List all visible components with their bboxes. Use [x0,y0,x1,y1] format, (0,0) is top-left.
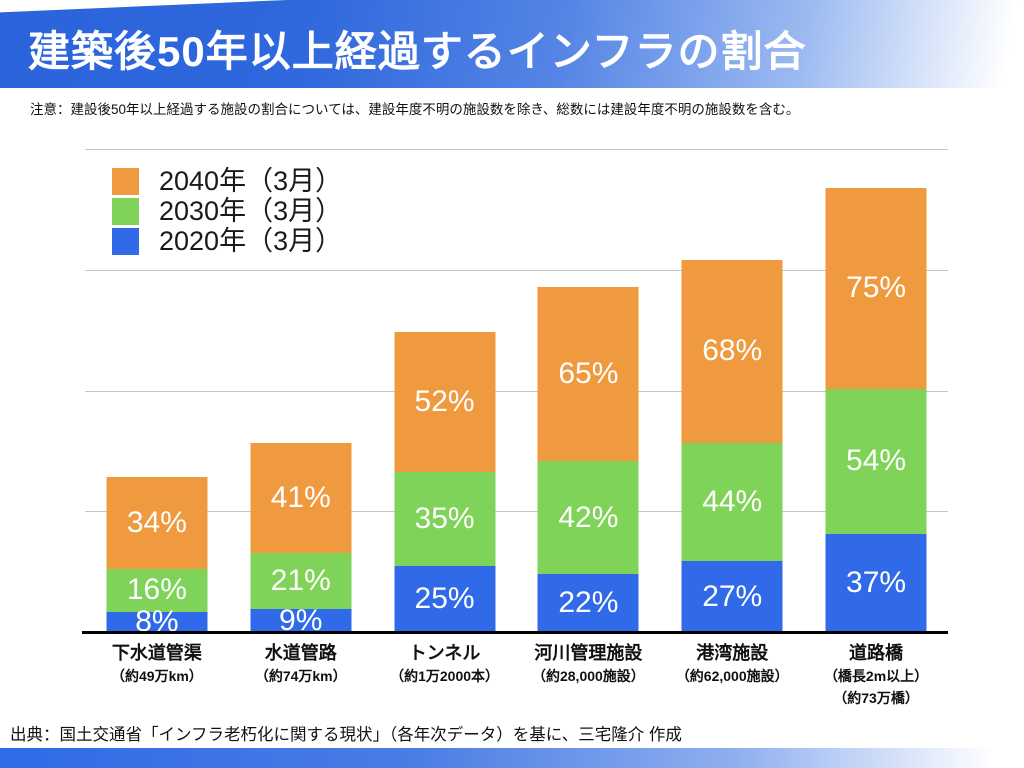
legend-item-2020: 2020年（3月） [112,226,342,256]
footer-strip [0,748,1024,768]
bar-value-label: 34% [126,506,187,540]
category-label: 港湾施設 [696,643,769,663]
bar-segment-2040: 68% [681,260,783,443]
bar-value-label: 42% [558,500,619,534]
stacked-bar: 9% 21% 41% [250,442,352,637]
bar-value-label: 75% [846,271,907,305]
category: 下水道管渠 （約49万km） [85,642,229,709]
gridline [85,269,948,271]
bar-segment-2030: 54% [825,388,927,534]
bar-value-label: 54% [846,444,907,478]
category: 道路橋 （橋長2m以上） （約73万橋） [804,642,948,709]
category: トンネル （約1万2000本） [373,642,517,709]
gridline [85,149,948,150]
bar-segment-2020: 27% [681,560,783,633]
bars-container: 8% 16% 34% 9% 21% 41% 25% 35% 52% 22% 42% 65% 27% 44%… [85,150,948,637]
legend-item-2040: 2040年（3月） [112,166,342,196]
bar-value-label: 22% [558,586,619,620]
x-axis-line [82,631,948,634]
bar-group: 37% 54% 75% [804,150,948,633]
bar-segment-2020: 9% [250,603,352,637]
chart-plot-area: 8% 16% 34% 9% 21% 41% 25% 35% 52% 22% 42% 65% 27% 44%… [85,149,948,637]
bar-value-label: 35% [414,501,475,535]
legend-swatch-2020 [112,227,139,255]
bar-segment-2030: 16% [106,568,208,612]
bar-segment-2030: 35% [394,472,496,566]
bar-value-label: 9% [279,603,323,637]
legend-label: 2020年（3月） [159,226,343,256]
bar-value-label: 21% [270,563,331,597]
bar-value-label: 25% [414,582,475,616]
category-label: トンネル [408,643,481,663]
title-banner: 建築後50年以上経過するインフラの割合 [0,0,1024,88]
bar-value-label: 37% [846,566,907,600]
category-label: 河川管理施設 [534,643,643,663]
legend-swatch-2030 [112,197,139,225]
bar-group: 22% 42% 65% [516,150,660,633]
bar-segment-2020: 8% [106,607,208,637]
bar-value-label: 27% [702,579,763,613]
gridline [85,511,948,513]
category: 水道管路 （約74万km） [229,642,373,709]
bar-segment-2020: 22% [537,573,639,633]
bar-segment-2040: 52% [394,332,496,473]
category-sublabel: （約74万km） [254,668,347,684]
legend-label: 2040年（3月） [159,166,343,196]
bar-segment-2040: 34% [106,477,208,569]
category-labels: 下水道管渠 （約49万km） 水道管路 （約74万km） トンネル （約1万2000本） 河… [85,642,948,709]
category-sublabel: （約28,000施設） [531,668,645,684]
category-sublabel: （橋長2m以上） [823,668,929,684]
category-label: 道路橋 [849,643,904,663]
bar-segment-2040: 65% [537,286,639,462]
category: 河川管理施設 （約28,000施設） [516,642,660,709]
bar-value-label: 16% [126,573,187,607]
bar-group: 25% 35% 52% [373,150,517,633]
bar-value-label: 41% [270,480,331,514]
bar-value-label: 52% [414,385,475,419]
page-title: 建築後50年以上経過するインフラの割合 [28,28,807,75]
gridline [85,390,948,392]
chart-legend: 2040年（3月） 2030年（3月） 2020年（3月） [112,166,342,256]
legend-item-2030: 2030年（3月） [112,196,342,226]
stacked-bar: 27% 44% 68% [681,260,783,633]
category-sublabel: （約73万橋） [833,690,919,706]
stacked-bar: 8% 16% 34% [106,477,208,637]
bar-group: 27% 44% 68% [660,150,804,633]
category: 港湾施設 （約62,000施設） [660,642,804,709]
bar-segment-2040: 41% [250,442,352,553]
category-sublabel: （約1万2000本） [390,668,500,684]
category-label: 下水道管渠 [111,643,202,663]
bar-segment-2030: 21% [250,552,352,609]
source-text: 出典：国土交通省「インフラ老朽化に関する現状」（各年次データ）を基に、三宅隆介 … [10,726,682,744]
bar-group: 9% 21% 41% [229,150,373,637]
category-sublabel: （約49万km） [111,668,203,684]
legend-label: 2030年（3月） [159,196,343,226]
legend-swatch-2040 [112,167,139,195]
bar-value-label: 44% [702,484,763,518]
bar-value-label: 65% [558,357,619,391]
bar-value-label: 68% [702,334,763,368]
bar-segment-2040: 75% [825,187,927,389]
stacked-bar: 25% 35% 52% [394,332,496,633]
stacked-bar: 22% 42% 65% [537,286,639,633]
bar-group: 8% 16% 34% [85,150,229,637]
category-sublabel: （約62,000施設） [675,668,789,684]
bar-segment-2020: 25% [394,565,496,633]
bar-segment-2030: 44% [681,442,783,561]
bar-segment-2030: 42% [537,461,639,574]
category-label: 水道管路 [264,643,337,663]
note-text: 注意：建設後50年以上経過する施設の割合については、建設年度不明の施設数を除き、… [30,102,800,117]
bar-segment-2020: 37% [825,533,927,633]
stacked-bar: 37% 54% 75% [825,187,927,633]
